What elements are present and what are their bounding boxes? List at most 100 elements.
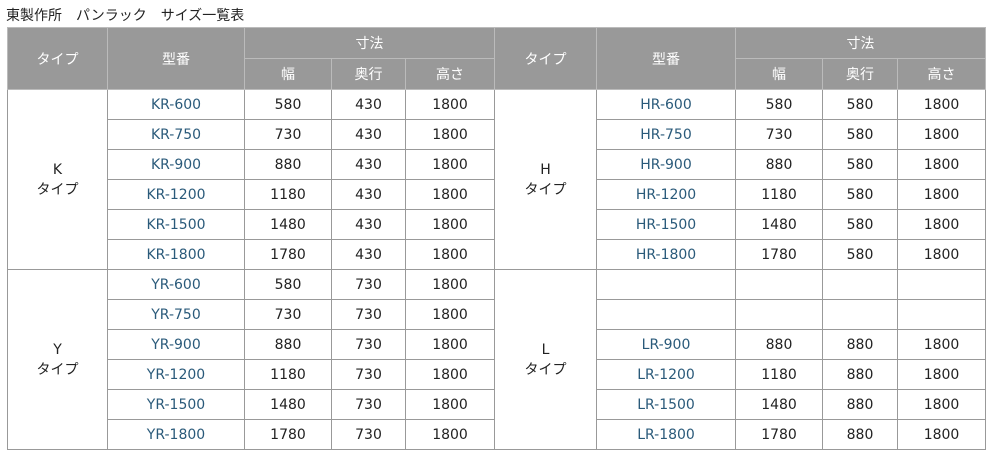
model-cell: YR-600 (107, 269, 245, 300)
width-cell: 1480 (735, 209, 824, 240)
height-cell: 1800 (404, 209, 496, 240)
depth-cell: 430 (331, 149, 406, 180)
height-cell: 1800 (404, 419, 496, 450)
table-row: YR-900 880 730 1800 LR-900 880 880 1800 (8, 329, 987, 360)
model-cell: HR-900 (596, 149, 737, 180)
depth-cell: 730 (331, 269, 406, 300)
width-cell: 580 (244, 89, 332, 120)
type-cell: H タイプ (494, 89, 598, 270)
width-cell: 1180 (244, 359, 332, 390)
header-type: タイプ (7, 27, 108, 90)
model-cell: HR-1800 (596, 239, 737, 270)
table-row: YR-1800 1780 730 1800 LR-1800 1780 880 1800 (8, 419, 987, 450)
model-cell: LR-1500 (596, 389, 737, 420)
table-row: YR-750 730 730 1800 (8, 299, 987, 330)
width-cell: 730 (735, 119, 824, 150)
table-row: K タイプ KR-600 580 430 1800 H タイプ HR-600 580 580 1800 (7, 89, 987, 270)
depth-cell: 580 (822, 89, 899, 120)
depth-cell: 730 (331, 389, 406, 420)
height-cell: 1800 (897, 329, 987, 360)
header-height: 高さ (897, 58, 987, 90)
depth-cell: 730 (331, 419, 406, 450)
model-cell (596, 299, 737, 330)
height-cell: 1800 (404, 299, 496, 330)
header-dims: 寸法 (735, 27, 987, 59)
header-width: 幅 (735, 58, 824, 90)
width-cell: 880 (735, 149, 824, 180)
width-cell: 580 (244, 269, 332, 300)
depth-cell: 580 (822, 119, 899, 150)
height-cell: 1800 (897, 179, 987, 210)
width-cell: 580 (735, 89, 824, 120)
model-cell: YR-900 (107, 329, 245, 360)
type-label: タイプ (36, 361, 79, 378)
width-cell: 730 (244, 299, 332, 330)
depth-cell: 880 (822, 389, 899, 420)
width-cell (735, 269, 824, 300)
model-cell: KR-750 (107, 119, 245, 150)
width-cell: 1180 (735, 179, 824, 210)
height-cell: 1800 (404, 89, 496, 120)
header-width: 幅 (244, 58, 332, 90)
height-cell: 1800 (404, 359, 496, 390)
model-cell: HR-600 (596, 89, 737, 120)
model-cell: HR-1200 (596, 179, 737, 210)
height-cell: 1800 (404, 179, 496, 210)
width-cell: 1480 (735, 389, 824, 420)
depth-cell: 430 (331, 119, 406, 150)
type-label: タイプ (524, 361, 567, 378)
header-model: 型番 (107, 27, 245, 90)
type-label: タイプ (524, 181, 567, 198)
model-cell: KR-1200 (107, 179, 245, 210)
table-row: Y タイプ YR-600 580 730 1800 L タイプ (7, 269, 987, 450)
model-cell: LR-900 (596, 329, 737, 360)
depth-cell (822, 269, 899, 300)
depth-cell: 430 (331, 89, 406, 120)
height-cell: 1800 (897, 149, 987, 180)
model-cell: KR-1500 (107, 209, 245, 240)
depth-cell: 580 (822, 149, 899, 180)
model-cell: LR-1200 (596, 359, 737, 390)
depth-cell: 580 (822, 239, 899, 270)
width-cell: 1780 (735, 419, 824, 450)
depth-cell: 880 (822, 329, 899, 360)
table-row: YR-1200 1180 730 1800 LR-1200 1180 880 1800 (8, 359, 987, 390)
depth-cell: 430 (331, 179, 406, 210)
depth-cell: 580 (822, 179, 899, 210)
width-cell: 880 (244, 149, 332, 180)
width-cell: 880 (244, 329, 332, 360)
height-cell: 1800 (897, 209, 987, 240)
type-code: L (541, 341, 550, 358)
model-cell: HR-750 (596, 119, 737, 150)
table-row: KR-900 880 430 1800 HR-900 880 580 1800 (8, 149, 987, 180)
size-table: タイプ 型番 寸法 タイプ 型番 寸法 幅 奥行 高さ 幅 奥行 高さ K タイプ… (7, 27, 987, 450)
depth-cell (822, 299, 899, 330)
width-cell (735, 299, 824, 330)
header-depth: 奥行 (822, 58, 899, 90)
model-cell: KR-900 (107, 149, 245, 180)
header-height: 高さ (404, 58, 496, 90)
type-cell: K タイプ (7, 89, 108, 270)
model-cell: HR-1500 (596, 209, 737, 240)
header-depth: 奥行 (331, 58, 406, 90)
width-cell: 1780 (244, 419, 332, 450)
height-cell: 1800 (404, 239, 496, 270)
width-cell: 1780 (735, 239, 824, 270)
page-title: 東製作所 パンラック サイズ一覧表 (6, 8, 245, 24)
height-cell (897, 299, 987, 330)
table-row: KR-750 730 430 1800 HR-750 730 580 1800 (8, 119, 987, 150)
depth-cell: 580 (822, 209, 899, 240)
header-model: 型番 (596, 27, 737, 90)
width-cell: 1480 (244, 389, 332, 420)
height-cell: 1800 (897, 389, 987, 420)
model-cell: KR-600 (107, 89, 245, 120)
model-cell: YR-750 (107, 299, 245, 330)
width-cell: 1480 (244, 209, 332, 240)
height-cell (897, 269, 987, 300)
depth-cell: 730 (331, 299, 406, 330)
depth-cell: 880 (822, 359, 899, 390)
height-cell: 1800 (897, 359, 987, 390)
type-cell: Y タイプ (7, 269, 108, 450)
table-row: KR-1200 1180 430 1800 HR-1200 1180 580 1800 (8, 179, 987, 210)
height-cell: 1800 (404, 149, 496, 180)
